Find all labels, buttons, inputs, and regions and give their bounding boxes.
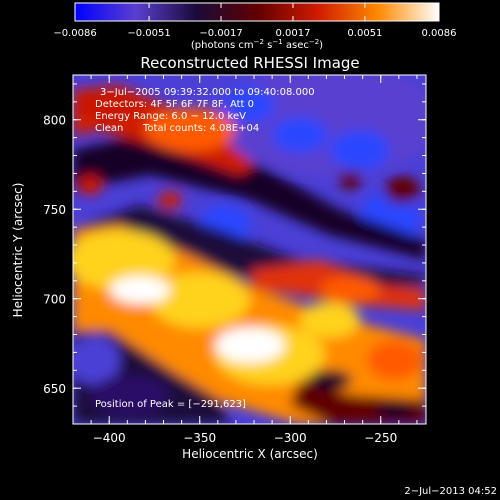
colorbar-tick-label: −0.0086: [53, 28, 96, 39]
annotation-method: Clean: [95, 123, 123, 134]
x-tick-label: −250: [364, 431, 397, 445]
heatmap-image: [73, 75, 426, 424]
date-stamp: 2−Jul−2013 04:52: [404, 486, 497, 497]
annotation-peak: Position of Peak = [−291,623]: [95, 399, 246, 410]
colorbar-tick-label: −0.0051: [127, 28, 170, 39]
y-tick-label: 800: [43, 114, 66, 128]
annotation-energy: Energy Range: 6.0 − 12.0 keV: [95, 111, 246, 122]
y-tick-label: 650: [43, 382, 66, 396]
annotation-counts: Total counts: 4.08E+04: [142, 123, 259, 134]
y-axis-label: Heliocentric Y (arcsec): [11, 183, 25, 318]
annotation-detectors: Detectors: 4F 5F 6F 7F 8F, Att 0: [95, 99, 254, 110]
x-tick-label: −400: [93, 431, 126, 445]
annotation-time: 3−Jul−2005 09:39:32.000 to 09:40:08.000: [100, 87, 315, 98]
y-tick-label: 700: [43, 293, 66, 307]
y-tick-label: 750: [43, 203, 66, 217]
chart-title: Reconstructed RHESSI Image: [140, 54, 359, 72]
colorbar-tick-label: 0.0017: [275, 28, 310, 39]
x-axis-label: Heliocentric X (arcsec): [182, 447, 318, 461]
plot-frame: [72, 74, 427, 425]
colorbar-tick-label: 0.0051: [347, 28, 382, 39]
colorbar-tick-label: 0.0086: [422, 28, 457, 39]
colorbar: [74, 2, 440, 22]
x-axis-ticks: −400 −350 −300 −250: [72, 75, 418, 445]
x-tick-label: −350: [183, 431, 216, 445]
y-axis-ticks: 650 700 750 800: [43, 83, 426, 425]
colorbar-tick-label: −0.0017: [199, 28, 242, 39]
x-tick-label: −300: [274, 431, 307, 445]
colorbar-unit-label: (photons cm−2 s−1 asec−2): [191, 38, 323, 51]
colorbar-ticks: −0.0086 −0.0051 −0.0017 0.0017 0.0051 0.0086: [53, 3, 457, 39]
